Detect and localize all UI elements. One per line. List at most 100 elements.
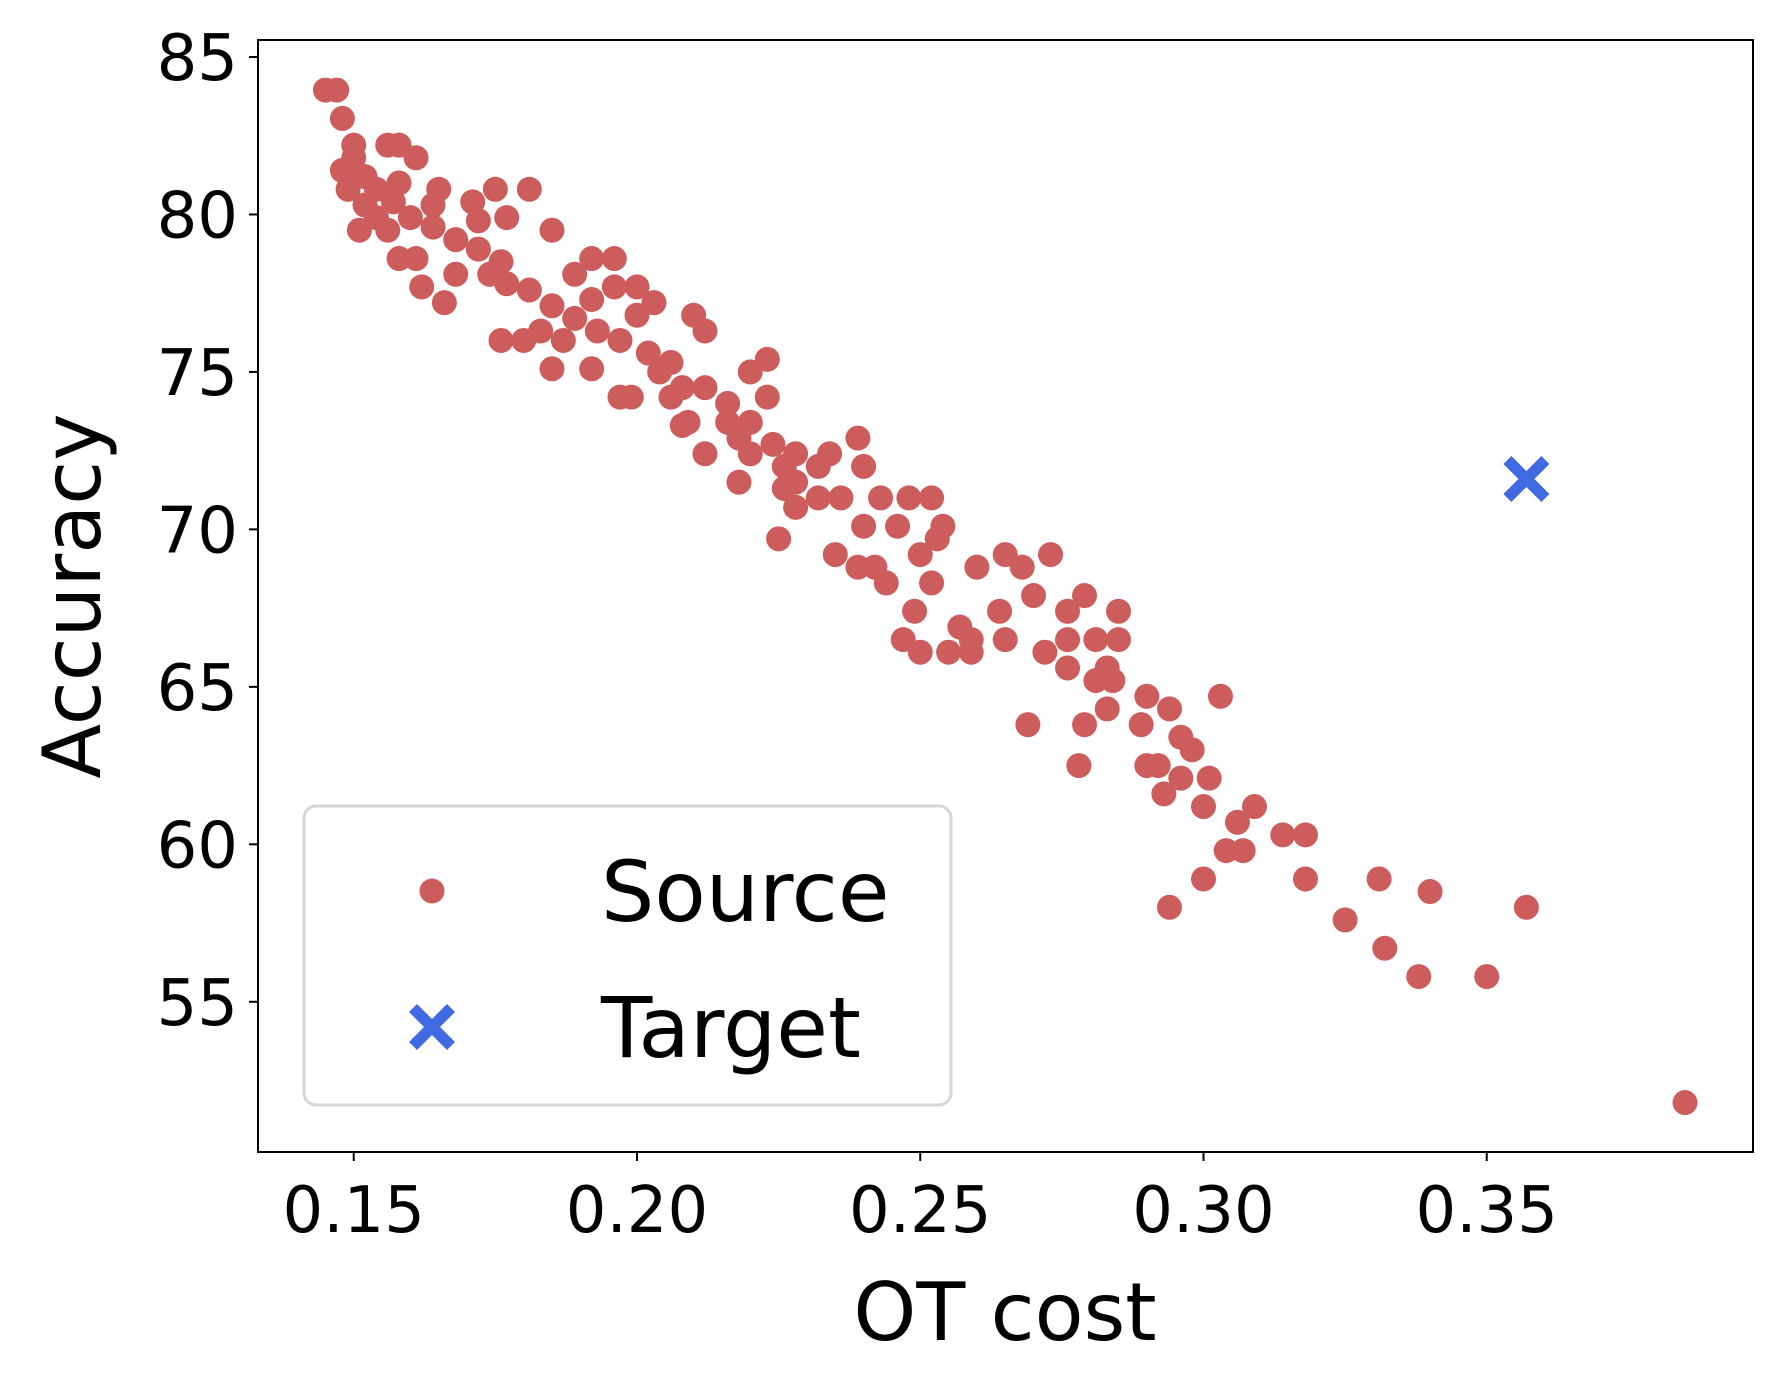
point [760,431,786,457]
point [1332,907,1358,933]
point [1055,655,1081,681]
point [403,246,429,272]
y-tick-label: 60 [157,809,238,883]
point [329,105,355,131]
point [1417,879,1443,905]
y-tick-label: 70 [157,494,238,568]
y-axis-label: Accuracy [26,413,119,778]
point [1032,639,1058,665]
point [482,176,508,202]
point [783,494,809,520]
point [324,77,350,103]
point [579,356,605,382]
y-tick-label: 75 [157,337,238,411]
legend: Source Target [302,804,953,1107]
point [1292,866,1318,892]
point [1094,696,1120,722]
point [494,271,520,297]
point [669,375,695,401]
point [930,513,956,539]
point [528,318,554,344]
point [1157,894,1183,920]
point [896,485,922,511]
point [420,214,446,240]
point [964,554,990,580]
point [465,208,491,234]
point [1106,627,1132,653]
point [1406,964,1432,990]
point [1128,712,1154,738]
point [386,170,412,196]
point [1072,712,1098,738]
x-tick-label: 0.15 [282,1174,425,1248]
point [1366,866,1392,892]
point [992,627,1018,653]
point [618,384,644,410]
point [539,356,565,382]
point [737,359,763,385]
point [624,302,650,328]
point [465,236,491,262]
point [579,286,605,312]
point [1055,598,1081,624]
point [1168,724,1194,750]
point [329,157,355,183]
point [851,513,877,539]
point [335,176,361,202]
point [1094,655,1120,681]
legend-marker [419,878,445,904]
y-tick-label: 55 [157,967,238,1041]
point [380,189,406,215]
point [1207,683,1233,709]
point [845,554,871,580]
point [1270,822,1296,848]
point [647,359,673,385]
series [1503,456,1550,503]
point [692,441,718,467]
point [443,227,469,253]
point [890,627,916,653]
point [783,441,809,467]
point [936,639,962,665]
point [987,598,1013,624]
point [352,192,378,218]
point [1190,794,1216,820]
point [1230,838,1256,864]
point [868,485,894,511]
point [601,246,627,272]
point [1106,598,1132,624]
point [907,542,933,568]
point [845,425,871,451]
point [1196,765,1222,791]
point [828,485,854,511]
point [947,614,973,640]
point [539,217,565,243]
point [805,485,831,511]
x-tick-label: 0.30 [1132,1174,1275,1248]
point [1134,683,1160,709]
point [488,327,514,353]
y-tick-label: 65 [157,652,238,726]
point [771,475,797,501]
point [601,274,627,300]
point [1145,753,1171,779]
point [1190,866,1216,892]
point [1372,935,1398,961]
point [1503,456,1550,503]
plot-frame [257,39,1754,1153]
point [1224,809,1250,835]
point [1038,542,1064,568]
point [516,176,542,202]
point [579,246,605,272]
point [1151,781,1177,807]
point [397,205,423,231]
x-axis-label: OT cost [853,1266,1156,1359]
point [715,390,741,416]
x-tick-label: 0.25 [849,1174,992,1248]
point [403,145,429,171]
point [902,598,928,624]
legend-label: Source [601,843,890,941]
point [675,409,701,435]
point [1021,583,1047,609]
